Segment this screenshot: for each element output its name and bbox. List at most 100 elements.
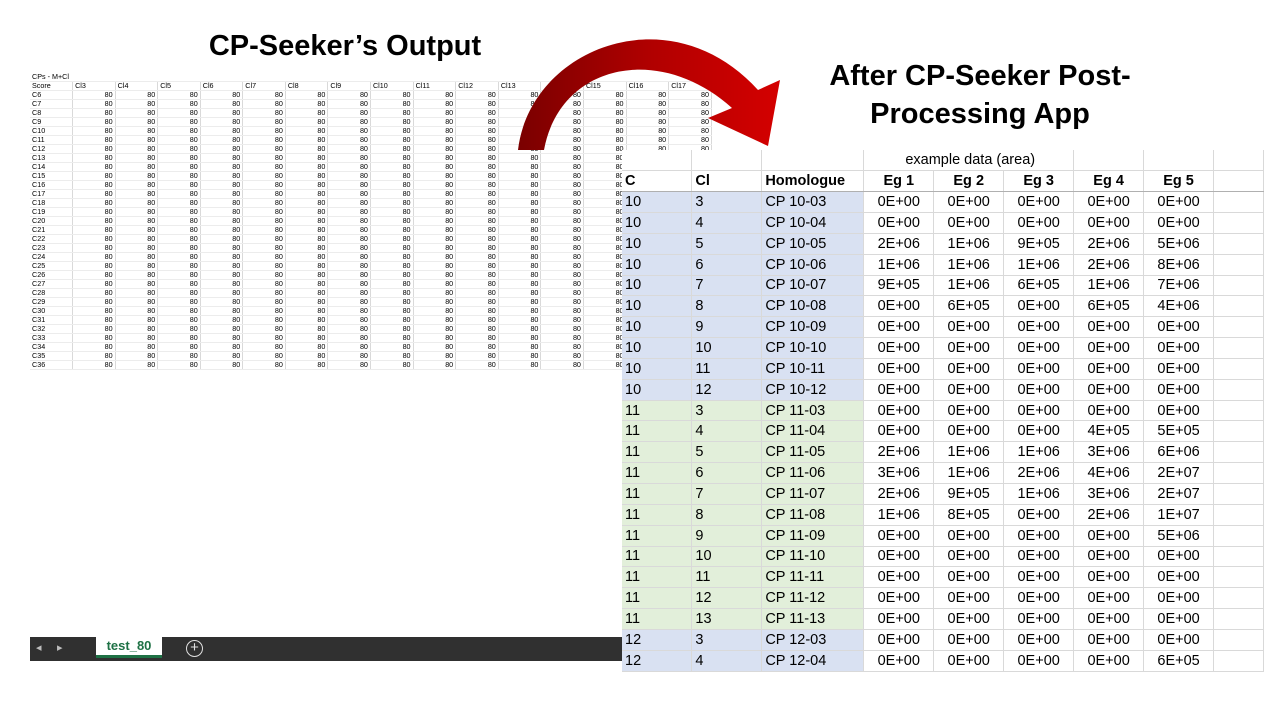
score-cell[interactable]: 80 — [242, 216, 286, 227]
area-cell[interactable]: 1E+07 — [1143, 504, 1215, 526]
score-cell[interactable]: 80 — [370, 180, 414, 191]
score-cell[interactable]: 80 — [242, 342, 286, 353]
score-cell[interactable]: 80 — [583, 270, 627, 281]
area-cell[interactable]: 0E+00 — [1003, 546, 1075, 568]
score-cell[interactable]: 80 — [455, 126, 499, 137]
score-cell[interactable]: 80 — [455, 351, 499, 362]
score-cell[interactable]: 80 — [498, 324, 542, 335]
score-cell[interactable]: 80 — [242, 135, 286, 146]
score-cell[interactable]: 80 — [242, 90, 286, 101]
area-cell[interactable]: 0E+00 — [933, 650, 1005, 672]
area-cell[interactable]: 4E+06 — [1143, 295, 1215, 318]
row-label[interactable]: C18 — [30, 198, 74, 209]
score-cell[interactable]: 80 — [115, 225, 159, 236]
area-cell[interactable]: 0E+00 — [863, 608, 935, 630]
row-label[interactable]: C27 — [30, 279, 74, 290]
score-cell[interactable]: 80 — [115, 216, 159, 227]
score-cell[interactable]: 80 — [540, 126, 584, 137]
area-cell[interactable]: 0E+00 — [1003, 400, 1075, 422]
row-label[interactable]: C6 — [30, 90, 74, 101]
score-cell[interactable]: 80 — [200, 306, 244, 317]
score-cell[interactable]: 80 — [498, 279, 542, 290]
score-cell[interactable]: 80 — [583, 252, 627, 263]
score-cell[interactable]: 80 — [285, 90, 329, 101]
score-cell[interactable]: 80 — [200, 144, 244, 155]
score-cell[interactable]: 80 — [413, 144, 457, 155]
score-cell[interactable]: 80 — [115, 99, 159, 110]
area-cell[interactable]: 0E+00 — [1003, 337, 1075, 359]
cl-cell[interactable]: 10 — [691, 546, 763, 568]
score-cell[interactable]: 80 — [540, 306, 584, 317]
score-cell[interactable]: 80 — [498, 189, 542, 200]
score-cell[interactable]: 80 — [285, 252, 329, 263]
score-cell[interactable]: 80 — [242, 315, 286, 326]
score-cell[interactable]: 80 — [285, 171, 329, 182]
score-cell[interactable]: 80 — [285, 243, 329, 254]
cl-cell[interactable]: 4 — [691, 650, 763, 672]
area-cell[interactable]: 0E+00 — [1143, 191, 1215, 214]
score-cell[interactable]: 80 — [583, 198, 627, 209]
score-cell[interactable]: 80 — [157, 270, 201, 281]
score-cell[interactable]: 80 — [157, 162, 201, 173]
score-cell[interactable]: 80 — [498, 306, 542, 317]
score-cell[interactable]: 80 — [115, 360, 159, 371]
score-cell[interactable]: 80 — [626, 117, 670, 128]
row-label[interactable]: C9 — [30, 117, 74, 128]
area-cell[interactable]: 2E+06 — [1073, 254, 1145, 276]
score-cell[interactable]: 80 — [72, 315, 116, 326]
score-cell[interactable]: 80 — [668, 108, 712, 119]
score-cell[interactable]: 80 — [285, 315, 329, 326]
area-cell[interactable]: 1E+06 — [933, 233, 1005, 255]
column-header[interactable]: Cl12 — [455, 81, 499, 92]
score-cell[interactable]: 80 — [370, 306, 414, 317]
score-cell[interactable]: 80 — [285, 198, 329, 209]
score-cell[interactable]: 80 — [200, 243, 244, 254]
score-cell[interactable]: 80 — [540, 225, 584, 236]
area-cell[interactable]: 9E+05 — [933, 483, 1005, 505]
score-cell[interactable]: 80 — [157, 234, 201, 245]
area-cell[interactable]: 1E+06 — [933, 462, 1005, 484]
area-cell[interactable]: 1E+06 — [863, 504, 935, 526]
score-cell[interactable]: 80 — [157, 108, 201, 119]
score-cell[interactable]: 80 — [498, 198, 542, 209]
score-cell[interactable]: 80 — [583, 351, 627, 362]
area-cell[interactable]: 1E+06 — [863, 254, 935, 276]
area-cell[interactable]: 0E+00 — [933, 212, 1005, 234]
row-label[interactable]: C11 — [30, 135, 74, 146]
score-cell[interactable]: 80 — [327, 216, 371, 227]
score-cell[interactable]: 80 — [370, 144, 414, 155]
homologue-cell[interactable]: CP 11-09 — [761, 525, 865, 547]
cl-cell[interactable]: 10 — [691, 337, 763, 359]
score-cell[interactable]: 80 — [583, 297, 627, 308]
score-cell[interactable]: 80 — [285, 234, 329, 245]
area-cell[interactable]: 1E+06 — [933, 441, 1005, 464]
score-cell[interactable]: 80 — [327, 180, 371, 191]
c-cell[interactable]: 10 — [622, 191, 693, 214]
score-cell[interactable]: 80 — [455, 288, 499, 299]
area-cell[interactable]: 0E+00 — [1143, 546, 1215, 568]
area-cell[interactable]: 0E+00 — [1003, 358, 1075, 380]
score-cell[interactable]: 80 — [327, 351, 371, 362]
score-cell[interactable]: 80 — [540, 108, 584, 119]
score-cell[interactable]: 80 — [242, 270, 286, 281]
area-cell[interactable]: 3E+06 — [863, 462, 935, 484]
score-cell[interactable]: 80 — [668, 117, 712, 128]
area-cell[interactable]: 1E+06 — [933, 275, 1005, 297]
column-header[interactable]: Cl13 — [498, 81, 542, 92]
score-cell[interactable]: 80 — [157, 261, 201, 272]
area-cell[interactable]: 7E+06 — [1143, 275, 1215, 297]
score-cell[interactable]: 80 — [200, 135, 244, 146]
score-cell[interactable]: 80 — [200, 171, 244, 182]
score-cell[interactable]: 80 — [370, 108, 414, 119]
score-cell[interactable]: 80 — [285, 297, 329, 308]
score-cell[interactable]: 80 — [583, 342, 627, 353]
area-cell[interactable]: 1E+06 — [1003, 483, 1075, 505]
score-cell[interactable]: 80 — [498, 153, 542, 164]
homologue-cell[interactable]: CP 10-10 — [761, 337, 865, 359]
score-cell[interactable]: 80 — [455, 189, 499, 200]
score-cell[interactable]: 80 — [115, 207, 159, 218]
score-cell[interactable]: 80 — [285, 153, 329, 164]
next-sheet-icon[interactable]: ▸ — [57, 642, 63, 654]
area-cell[interactable]: 3E+06 — [1073, 483, 1145, 505]
area-cell[interactable]: 0E+00 — [1073, 191, 1145, 214]
